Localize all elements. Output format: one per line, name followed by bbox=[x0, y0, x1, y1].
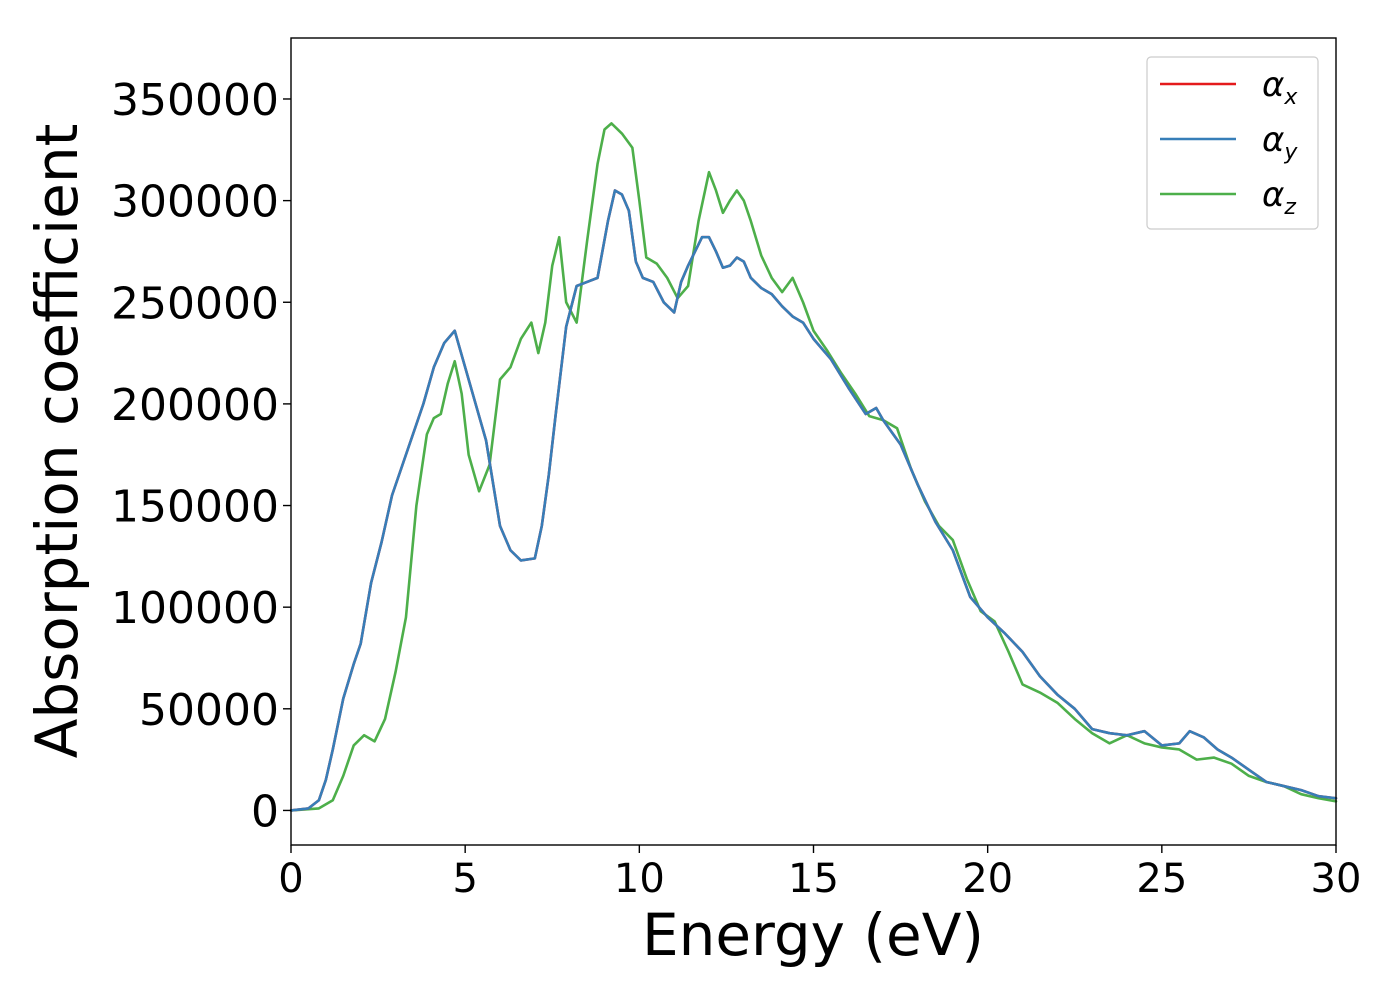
y-tick-label: 50000 bbox=[139, 685, 279, 736]
y-tick-label: 350000 bbox=[111, 75, 279, 126]
y-tick-label: 300000 bbox=[111, 177, 279, 228]
y-tick-label: 150000 bbox=[111, 482, 279, 533]
x-tick-label: 30 bbox=[1311, 856, 1362, 902]
series-line-y bbox=[289, 189, 1338, 812]
x-tick-label: 20 bbox=[962, 856, 1013, 902]
x-tick-label: 0 bbox=[278, 856, 303, 902]
y-axis-ticks: 0 50000 100000 150000 200000 250000 300000 3500… bbox=[111, 75, 291, 837]
legend-label-sub: z bbox=[1283, 195, 1296, 220]
y-tick-label: 250000 bbox=[111, 278, 279, 329]
series-line-x bbox=[289, 189, 1338, 812]
legend-label-sub: y bbox=[1283, 140, 1298, 165]
y-tick-label: 100000 bbox=[111, 583, 279, 634]
series-line-z bbox=[289, 122, 1338, 812]
x-axis-ticks: 0 5 10 15 20 25 30 bbox=[278, 845, 1361, 902]
x-tick-label: 15 bbox=[788, 856, 839, 902]
x-tick-label: 25 bbox=[1136, 856, 1187, 902]
legend-label-sub: x bbox=[1283, 85, 1298, 110]
x-tick-label: 5 bbox=[452, 856, 477, 902]
legend-box bbox=[1146, 56, 1319, 230]
y-axis-title: Absorption coefficient bbox=[23, 124, 91, 759]
series-lines-layer bbox=[289, 122, 1338, 812]
y-tick-label: 0 bbox=[251, 786, 279, 837]
x-axis-title: Energy (eV) bbox=[642, 901, 984, 969]
y-tick-label: 200000 bbox=[111, 380, 279, 431]
x-tick-label: 10 bbox=[614, 856, 665, 902]
